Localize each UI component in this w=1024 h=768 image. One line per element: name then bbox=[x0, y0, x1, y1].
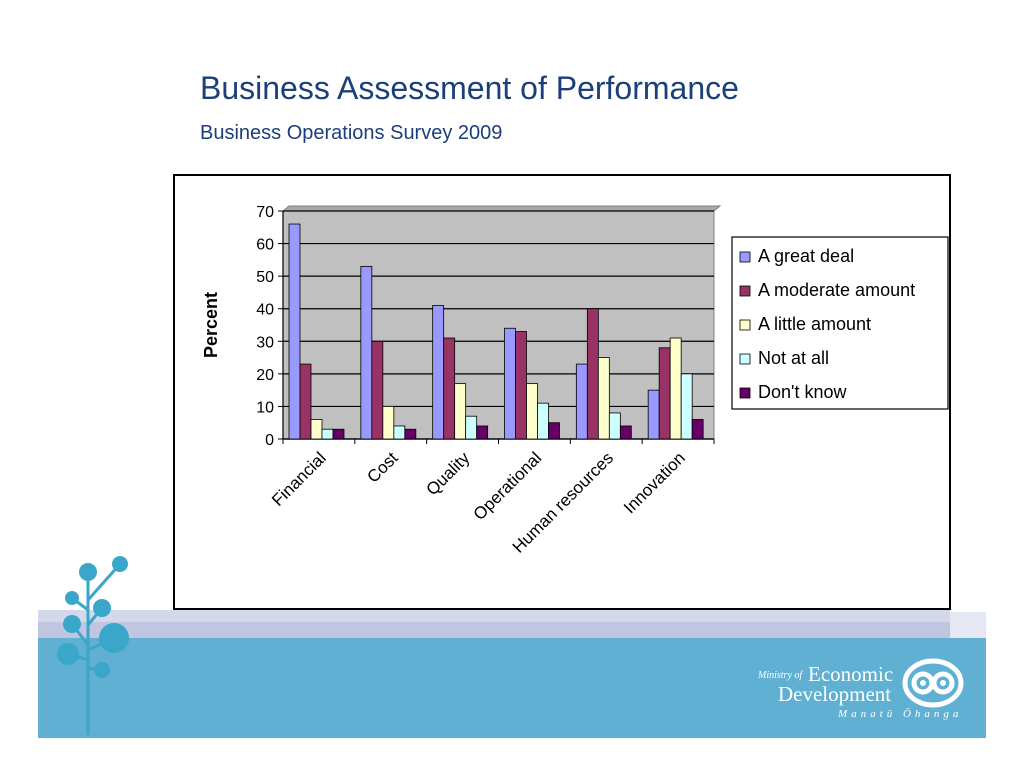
bar-cost-1 bbox=[360, 265, 373, 440]
logo-economic: Economic bbox=[808, 662, 894, 686]
chart-frame: 0 10 20 30 40 50 60 70 Percent Financial Cost Quali… bbox=[173, 174, 951, 610]
bar-innovation-1 bbox=[647, 389, 660, 440]
bar-financial-3 bbox=[310, 419, 323, 440]
bar-quality-2 bbox=[443, 337, 456, 440]
bar-innovation-5 bbox=[691, 419, 704, 440]
bar-cost-4 bbox=[393, 425, 406, 440]
legend-box bbox=[731, 236, 949, 410]
bar-human-resources-4 bbox=[608, 412, 621, 440]
bar-financial-4 bbox=[321, 428, 334, 440]
bar-innovation-2 bbox=[658, 347, 671, 440]
logo-development: Development bbox=[778, 682, 892, 706]
bar-operational-1 bbox=[504, 327, 516, 440]
bar-human-resources-1 bbox=[575, 363, 588, 440]
legend-label: A moderate amount bbox=[758, 280, 915, 300]
y-tick-label: 0 bbox=[265, 432, 274, 449]
plot-top-wall bbox=[281, 205, 722, 212]
y-tick-label: 50 bbox=[256, 269, 274, 286]
footer-band-light bbox=[38, 610, 950, 622]
bar-innovation-4 bbox=[680, 373, 693, 440]
y-tick-label: 60 bbox=[256, 237, 274, 254]
footer-band-blue bbox=[38, 638, 986, 738]
bar-financial-2 bbox=[299, 363, 312, 440]
logo-ministry-of: Ministry of bbox=[758, 670, 803, 681]
legend-label: A great deal bbox=[758, 246, 854, 266]
bar-financial-5 bbox=[332, 428, 345, 440]
y-tick-label: 20 bbox=[256, 367, 274, 384]
legend-swatch bbox=[739, 353, 751, 365]
y-tick-label: 40 bbox=[256, 302, 274, 319]
bar-operational-5 bbox=[548, 422, 560, 440]
footer-band-corner bbox=[950, 612, 986, 638]
legend-label: Don't know bbox=[758, 382, 847, 402]
bar-human-resources-2 bbox=[586, 308, 599, 440]
footer-band-lavender bbox=[38, 622, 950, 638]
x-tick-label: Quality bbox=[423, 448, 474, 499]
bar-cost-5 bbox=[404, 428, 417, 440]
x-tick-label: Cost bbox=[363, 448, 401, 486]
bar-quality-3 bbox=[454, 383, 467, 440]
bar-quality-5 bbox=[476, 425, 489, 440]
logo-maori-name: Manatū Ōhanga bbox=[838, 708, 963, 720]
x-tick-label: Operational bbox=[470, 448, 546, 524]
y-tick-label: 70 bbox=[256, 204, 274, 221]
y-tick-label: 10 bbox=[256, 399, 274, 416]
legend-swatch bbox=[739, 319, 751, 331]
legend-swatch bbox=[739, 285, 751, 297]
x-tick-label: Financial bbox=[268, 448, 330, 510]
bar-operational-4 bbox=[537, 402, 549, 440]
bar-financial-1 bbox=[288, 223, 301, 440]
y-tick-label: 30 bbox=[256, 334, 274, 351]
x-tick-label: Innovation bbox=[620, 448, 689, 517]
tree-logo-icon bbox=[57, 556, 129, 735]
legend-swatch bbox=[739, 251, 751, 263]
bar-operational-3 bbox=[526, 383, 538, 440]
bar-chart: 0 10 20 30 40 50 60 70 Percent Financial Cost Quali… bbox=[201, 204, 949, 557]
bar-innovation-3 bbox=[669, 337, 682, 440]
slide-subtitle: Business Operations Survey 2009 bbox=[200, 122, 503, 144]
koru-logo-icon bbox=[902, 658, 964, 708]
bar-quality-1 bbox=[432, 305, 445, 440]
legend-label: A little amount bbox=[758, 314, 871, 334]
legend-label: Not at all bbox=[758, 348, 829, 368]
plot-area bbox=[282, 210, 715, 440]
bar-cost-2 bbox=[371, 340, 384, 440]
slide-title: Business Assessment of Performance bbox=[200, 70, 739, 106]
bar-human-resources-5 bbox=[619, 425, 632, 440]
bar-quality-4 bbox=[465, 415, 478, 440]
legend-swatch bbox=[739, 387, 751, 399]
bar-cost-3 bbox=[382, 406, 395, 440]
bar-operational-2 bbox=[515, 331, 527, 440]
bar-human-resources-3 bbox=[597, 357, 610, 440]
y-axis-title: Percent bbox=[201, 292, 221, 358]
